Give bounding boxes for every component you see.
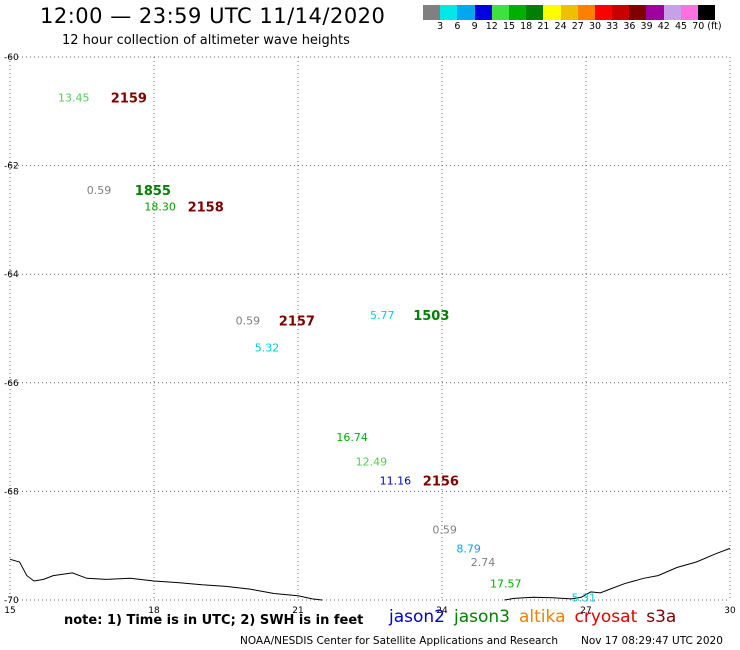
- scale-tick-label: 39: [640, 21, 653, 32]
- scale-tick-label: 9: [471, 21, 478, 32]
- scale-tick-label: 24: [554, 21, 567, 32]
- scale-tick-label: 18: [520, 21, 533, 32]
- chart-title: 12:00 — 23:59 UTC 11/14/2020: [40, 4, 386, 28]
- scale-swatch: [594, 5, 613, 20]
- y-tick-label: -66: [4, 379, 19, 389]
- footer-note: note: 1) Time is in UTC; 2) SWH is in fe…: [64, 613, 364, 628]
- mission-altika: altika: [519, 607, 566, 627]
- y-tick-label: -64: [4, 270, 19, 280]
- scale-tick-label: 33: [606, 21, 619, 32]
- swh-point-label: 18.30: [144, 200, 176, 213]
- coastline: [9, 558, 323, 601]
- scale-tick-label: 42: [657, 21, 670, 32]
- scale-tick-label: 36: [623, 21, 636, 32]
- scale-tick-label: 27: [571, 21, 584, 32]
- chart-subtitle: 12 hour collection of altimeter wave hei…: [62, 33, 350, 48]
- scale-tick-label: 45: [674, 21, 688, 32]
- mission-s3a: s3a: [646, 607, 677, 627]
- mission-jason3: jason3: [454, 607, 510, 627]
- color-scale-legend: 3 6 9 12 15 18 21 24 27 30 33 36 39 42 45 70 (ft): [423, 5, 740, 34]
- scale-swatch: [577, 5, 595, 20]
- pass-time-label: 2158: [188, 200, 224, 215]
- y-tick-label: -68: [4, 487, 19, 497]
- swh-point-label: 17.57: [490, 578, 522, 591]
- swh-point-label: 0.59: [87, 184, 112, 197]
- swh-point-label: 12.49: [356, 456, 388, 469]
- scale-swatch: [491, 5, 509, 20]
- swh-point-label: 0.59: [432, 523, 457, 536]
- pass-time-label: 2159: [111, 92, 147, 107]
- scale-swatch: [423, 5, 441, 20]
- mission-cryosat: cryosat: [574, 607, 638, 627]
- scale-tick-label: 21: [537, 21, 550, 32]
- swh-point-label: 13.45: [58, 92, 90, 105]
- scale-swatch: [440, 5, 458, 20]
- coastline: [504, 547, 731, 601]
- scale-swatch: [646, 5, 664, 20]
- scale-swatch: [560, 5, 578, 20]
- y-tick-label: -60: [4, 53, 19, 63]
- scale-swatch: [612, 5, 630, 20]
- scale-tick-label: 30: [588, 21, 602, 32]
- scale-tick-label: 6: [454, 21, 461, 32]
- scale-swatch: [526, 5, 544, 20]
- scale-swatch: [457, 5, 475, 20]
- swh-point-label: 16.74: [336, 431, 368, 444]
- x-tick-label: 24: [436, 606, 448, 616]
- scale-swatch: [680, 5, 698, 20]
- x-tick-label: 18: [148, 606, 160, 616]
- swh-point-label: 5.77: [370, 309, 395, 322]
- pass-time-label: 1855: [135, 184, 171, 199]
- scale-swatch: [663, 5, 681, 20]
- x-tick-label: 27: [580, 606, 591, 616]
- scale-tick-label: 3: [437, 21, 444, 32]
- scale-swatch: [474, 5, 492, 20]
- scale-swatch: [698, 5, 716, 20]
- x-tick-label: 30: [724, 606, 736, 616]
- swh-point-label: 2.74: [471, 556, 496, 569]
- mission-legend: jason2 jason3 altika cryosat s3a: [389, 607, 685, 627]
- scale-swatch: [508, 5, 527, 20]
- x-tick-label: 15: [4, 606, 15, 616]
- swh-point-label: 5.32: [255, 342, 279, 355]
- footer-timestamp: Nov 17 08:29:47 UTC 2020: [581, 635, 723, 647]
- pass-time-label: 2157: [279, 314, 315, 329]
- scale-tick-label: 12: [485, 21, 498, 32]
- pass-time-label: 2156: [423, 475, 459, 490]
- swh-point-label: 5.31: [572, 591, 597, 604]
- pass-time-label: 1503: [413, 309, 449, 324]
- scale-swatch: [543, 5, 561, 20]
- footer-credit: NOAA/NESDIS Center for Satellite Applica…: [240, 635, 558, 647]
- scale-tick-label: 70 (ft): [692, 21, 722, 32]
- y-tick-label: -70: [4, 596, 19, 606]
- y-tick-label: -62: [4, 162, 19, 172]
- color-scale-swatches: [423, 5, 740, 20]
- color-scale-labels: 3 6 9 12 15 18 21 24 27 30 33 36 39 42 45 70 (ft): [423, 20, 740, 34]
- x-tick-label: 21: [292, 606, 303, 616]
- swh-point-label: 11.16: [380, 475, 412, 488]
- mission-jason2: jason2: [389, 607, 445, 627]
- swh-point-label: 0.59: [236, 314, 261, 327]
- scale-tick-label: 15: [502, 21, 516, 32]
- swh-point-label: 8.79: [456, 542, 481, 555]
- scale-swatch: [629, 5, 647, 20]
